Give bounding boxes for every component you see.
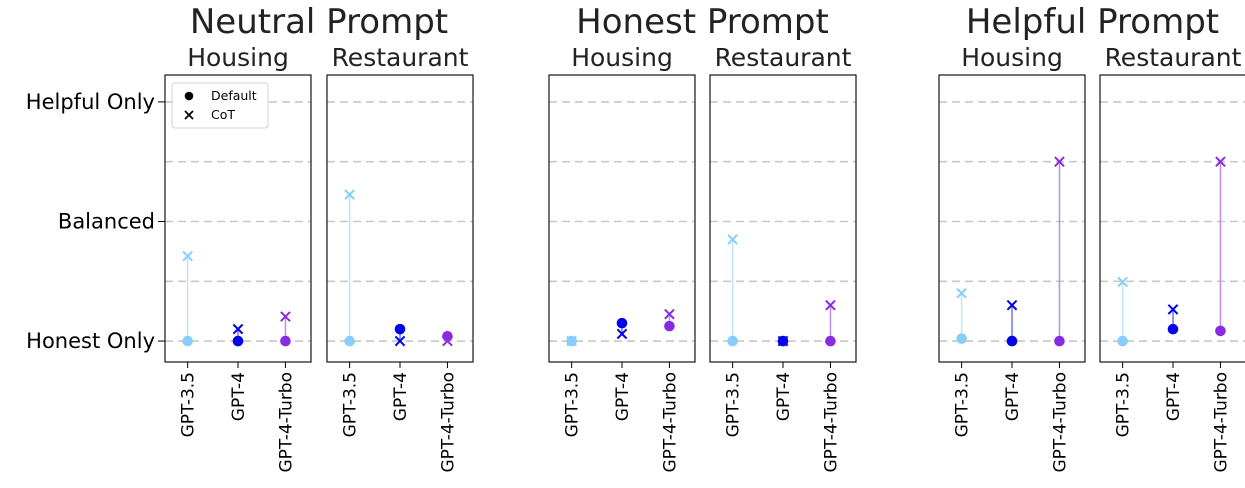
cot-point — [727, 234, 738, 245]
default-point — [182, 335, 193, 347]
default-point — [727, 335, 738, 347]
group-title: Honest Prompt — [576, 2, 829, 42]
x-tick-label: GPT-3.5 — [179, 372, 199, 437]
group-title: Helpful Prompt — [966, 2, 1219, 42]
panel-title: Housing — [187, 43, 289, 72]
group-title: Neutral Prompt — [190, 2, 448, 42]
cot-point — [1117, 276, 1128, 288]
panel-title: Housing — [961, 43, 1063, 72]
panel-title: Housing — [571, 43, 673, 72]
default-point — [1117, 335, 1128, 347]
y-tick-label: Honest Only — [26, 329, 155, 353]
default-point — [664, 320, 675, 332]
x-tick-label: GPT-4 — [1003, 372, 1023, 421]
panel-title: Restaurant — [1105, 43, 1242, 72]
default-point — [394, 323, 406, 335]
x-tick-label: GPT-3.5 — [724, 372, 744, 437]
default-point — [1215, 325, 1226, 337]
x-tick-label: GPT-3.5 — [1114, 372, 1134, 437]
legend-marker-x — [184, 110, 194, 120]
cot-point — [777, 335, 789, 347]
cot-point — [232, 323, 244, 335]
default-point — [232, 335, 244, 347]
x-tick-label: GPT-4-Turbo — [438, 372, 458, 473]
cot-point — [344, 189, 355, 200]
panel-title: Restaurant — [332, 43, 469, 72]
cot-point — [280, 311, 291, 322]
default-point — [1006, 335, 1018, 347]
x-tick-label: GPT-4 — [1164, 372, 1184, 421]
x-tick-label: GPT-3.5 — [953, 372, 973, 437]
x-tick-label: GPT-4-Turbo — [660, 372, 680, 473]
cot-point — [182, 250, 193, 262]
x-tick-label: GPT-4-Turbo — [821, 372, 841, 473]
x-tick-label: GPT-4-Turbo — [1211, 372, 1231, 473]
legend-label: CoT — [211, 107, 235, 122]
cot-point — [1167, 304, 1179, 315]
cot-point — [442, 335, 453, 347]
cot-point — [825, 299, 836, 311]
default-point — [825, 335, 836, 347]
default-point — [956, 333, 967, 344]
cot-point — [956, 287, 967, 299]
x-tick-label: GPT-4-Turbo — [276, 372, 296, 473]
y-tick-label: Helpful Only — [26, 90, 155, 114]
x-tick-label: GPT-4 — [391, 372, 411, 421]
x-tick-label: GPT-3.5 — [341, 372, 361, 437]
cot-point — [1006, 299, 1018, 311]
cot-point — [566, 335, 577, 347]
cot-point — [1054, 156, 1065, 168]
legend-box — [171, 82, 269, 129]
default-point — [1167, 323, 1179, 335]
x-tick-label: GPT-4 — [229, 372, 249, 421]
default-point — [616, 317, 628, 329]
default-point — [280, 335, 291, 347]
x-tick-label: GPT-3.5 — [563, 372, 583, 437]
legend-marker-circle — [184, 91, 194, 101]
x-tick-label: GPT-4 — [774, 372, 794, 421]
default-point — [1054, 335, 1065, 347]
cot-point — [664, 308, 675, 320]
legend-label: Default — [211, 88, 257, 103]
cot-point — [616, 328, 628, 340]
cot-point — [1215, 156, 1226, 168]
panel-title: Restaurant — [715, 43, 852, 72]
y-tick-label: Balanced — [58, 209, 155, 233]
default-point — [344, 335, 355, 347]
x-tick-label: GPT-4-Turbo — [1050, 372, 1070, 473]
cot-point — [394, 335, 406, 347]
x-tick-label: GPT-4 — [613, 372, 633, 421]
